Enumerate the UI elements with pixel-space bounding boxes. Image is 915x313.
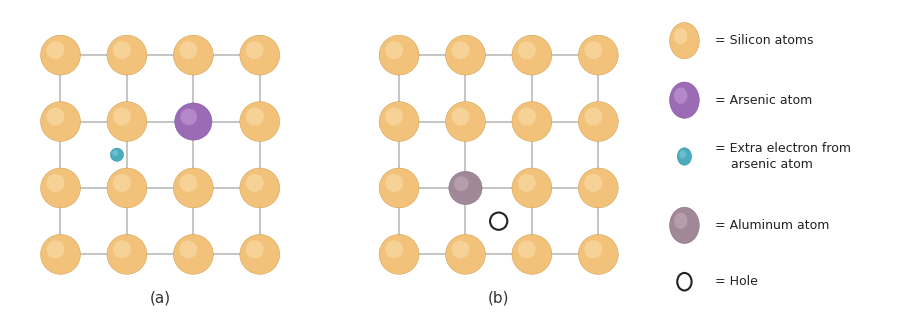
Circle shape: [246, 41, 264, 59]
Circle shape: [47, 108, 64, 126]
Circle shape: [670, 23, 699, 59]
Circle shape: [107, 168, 146, 208]
Circle shape: [677, 148, 692, 165]
Circle shape: [446, 234, 485, 274]
Circle shape: [47, 240, 64, 258]
Circle shape: [174, 234, 213, 274]
Circle shape: [518, 174, 536, 192]
Circle shape: [40, 168, 81, 208]
Circle shape: [179, 41, 198, 59]
Circle shape: [246, 240, 264, 258]
Circle shape: [451, 240, 469, 258]
Circle shape: [512, 168, 552, 208]
Circle shape: [385, 108, 403, 126]
Circle shape: [490, 213, 507, 230]
Circle shape: [379, 102, 419, 141]
Circle shape: [40, 102, 81, 141]
Circle shape: [175, 103, 212, 140]
Circle shape: [385, 174, 403, 192]
Circle shape: [518, 41, 536, 59]
Circle shape: [578, 102, 619, 141]
Circle shape: [179, 174, 198, 192]
Text: (b): (b): [488, 291, 510, 306]
Circle shape: [113, 240, 131, 258]
Circle shape: [578, 168, 619, 208]
Text: = Arsenic atom: = Arsenic atom: [716, 94, 813, 107]
Circle shape: [585, 174, 602, 192]
Text: = Hole: = Hole: [716, 275, 758, 288]
Circle shape: [113, 174, 131, 192]
Circle shape: [40, 234, 81, 274]
Circle shape: [240, 35, 280, 75]
Circle shape: [512, 234, 552, 274]
Circle shape: [240, 234, 280, 274]
Circle shape: [518, 240, 536, 258]
Circle shape: [670, 207, 699, 244]
Circle shape: [518, 108, 536, 126]
Circle shape: [240, 168, 280, 208]
Circle shape: [47, 41, 64, 59]
Circle shape: [585, 41, 602, 59]
Circle shape: [512, 35, 552, 75]
Circle shape: [113, 108, 131, 126]
Circle shape: [578, 234, 619, 274]
Text: = Aluminum atom: = Aluminum atom: [716, 219, 830, 232]
Circle shape: [174, 35, 213, 75]
Text: = Silicon atoms: = Silicon atoms: [716, 34, 813, 47]
Circle shape: [677, 273, 692, 290]
Circle shape: [449, 171, 482, 205]
Circle shape: [179, 240, 198, 258]
Circle shape: [578, 35, 619, 75]
Circle shape: [385, 240, 403, 258]
Circle shape: [446, 102, 485, 141]
Text: (a): (a): [149, 291, 171, 306]
Circle shape: [174, 168, 213, 208]
Circle shape: [107, 102, 146, 141]
Circle shape: [379, 168, 419, 208]
Circle shape: [512, 102, 552, 141]
Circle shape: [246, 108, 264, 126]
Circle shape: [670, 82, 699, 118]
Circle shape: [240, 102, 280, 141]
Circle shape: [454, 176, 468, 191]
Circle shape: [446, 35, 485, 75]
Circle shape: [47, 174, 64, 192]
Circle shape: [451, 41, 469, 59]
Circle shape: [451, 108, 469, 126]
Text: = Extra electron from
    arsenic atom: = Extra electron from arsenic atom: [716, 141, 851, 172]
Circle shape: [246, 174, 264, 192]
Circle shape: [379, 234, 419, 274]
Circle shape: [585, 108, 602, 126]
Circle shape: [113, 150, 118, 156]
Circle shape: [674, 28, 687, 44]
Circle shape: [585, 240, 602, 258]
Circle shape: [674, 213, 687, 229]
Circle shape: [113, 41, 131, 59]
Circle shape: [180, 109, 197, 125]
Circle shape: [107, 234, 146, 274]
Circle shape: [111, 148, 124, 162]
Circle shape: [680, 150, 686, 158]
Circle shape: [674, 87, 687, 104]
Circle shape: [379, 35, 419, 75]
Circle shape: [107, 35, 146, 75]
Circle shape: [385, 41, 403, 59]
Circle shape: [40, 35, 81, 75]
